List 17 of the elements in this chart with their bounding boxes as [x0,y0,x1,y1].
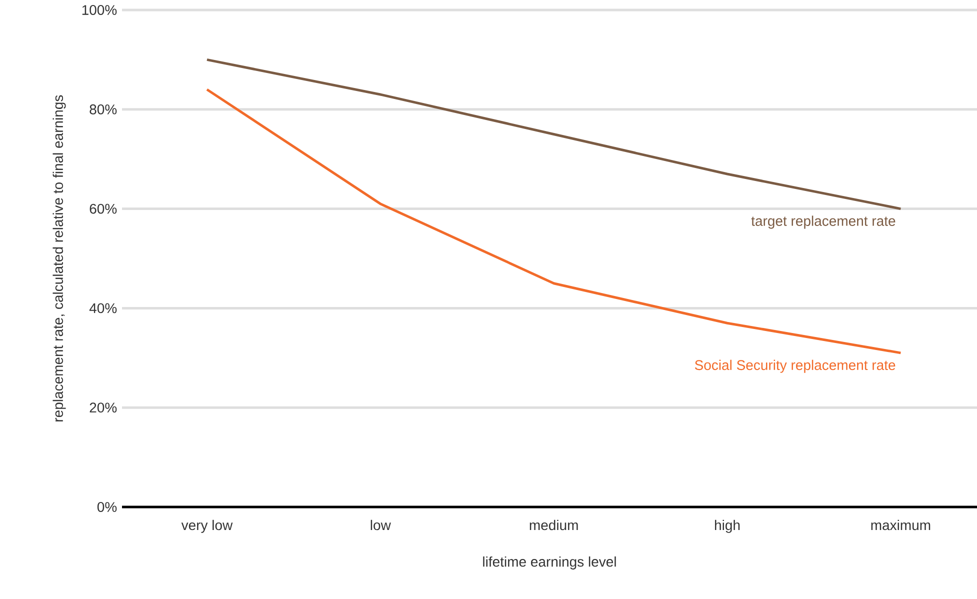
x-axis-title: lifetime earnings level [483,556,616,570]
y-tick-label: 0% [97,502,117,512]
x-tick-label: low [370,520,391,530]
y-tick-label: 20% [90,402,117,413]
y-tick-label: 60% [90,204,117,214]
x-tick-label: medium [530,520,578,530]
y-tick-label: 80% [90,104,117,114]
x-tick-label: very low [181,520,233,533]
y-axis-title: replacement rate, calculated relative to final earnings [52,95,66,422]
y-tick-label: 40% [89,303,117,314]
series-label: Social Security replacement rate [694,360,896,373]
y-tick-label: 100% [82,5,117,15]
line-series [206,88,902,354]
x-tick-label: maximum [871,520,930,530]
line-series [206,58,902,210]
series-label: target replacement rate [751,216,896,229]
x-tick-label: high [715,520,740,533]
